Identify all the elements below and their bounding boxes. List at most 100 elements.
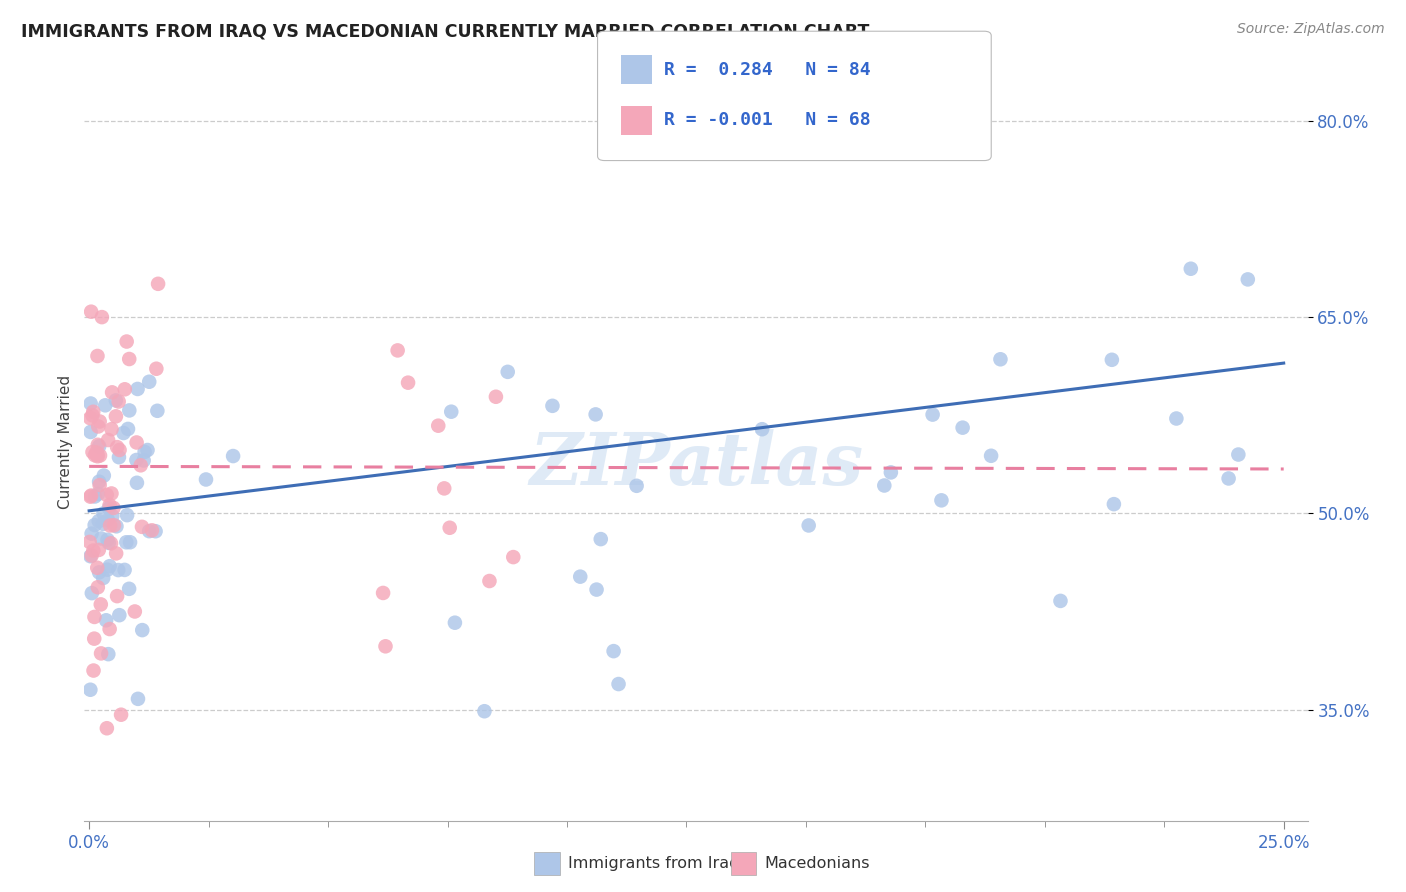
Point bbox=[387, 343, 409, 358]
Point bbox=[585, 582, 607, 597]
Point bbox=[146, 277, 169, 291]
Point bbox=[80, 304, 103, 318]
Point bbox=[89, 415, 111, 429]
Point bbox=[97, 536, 120, 550]
Point bbox=[80, 526, 103, 541]
Point bbox=[89, 449, 111, 463]
Point bbox=[82, 543, 104, 558]
Point bbox=[980, 449, 1002, 463]
Point bbox=[83, 610, 105, 624]
Point bbox=[82, 405, 104, 419]
Point bbox=[93, 468, 115, 483]
Text: R = -0.001   N = 68: R = -0.001 N = 68 bbox=[664, 112, 870, 129]
Point bbox=[141, 524, 163, 538]
Point bbox=[478, 574, 501, 588]
Point bbox=[496, 365, 519, 379]
Point bbox=[90, 310, 112, 325]
Point bbox=[115, 508, 138, 523]
Point bbox=[86, 561, 108, 575]
Point bbox=[374, 640, 396, 654]
Point bbox=[112, 425, 135, 440]
Point bbox=[105, 519, 128, 533]
Text: ZIPatlas: ZIPatlas bbox=[529, 429, 863, 500]
Point bbox=[79, 411, 101, 425]
Point bbox=[97, 513, 120, 527]
Point bbox=[80, 586, 103, 600]
Point bbox=[107, 394, 129, 409]
Point bbox=[589, 532, 612, 546]
Text: Macedonians: Macedonians bbox=[765, 856, 870, 871]
Point bbox=[79, 535, 101, 549]
Point bbox=[97, 433, 120, 447]
Point bbox=[502, 550, 524, 565]
Point bbox=[138, 524, 160, 538]
Point bbox=[80, 489, 103, 503]
Point bbox=[921, 408, 943, 422]
Point bbox=[444, 615, 467, 630]
Point bbox=[93, 507, 115, 521]
Point bbox=[115, 334, 138, 349]
Point bbox=[87, 487, 110, 501]
Point bbox=[952, 420, 974, 434]
Point bbox=[873, 478, 896, 492]
Point bbox=[118, 403, 141, 417]
Point bbox=[195, 473, 218, 487]
Point bbox=[1101, 352, 1123, 367]
Point bbox=[90, 647, 112, 661]
Point bbox=[127, 691, 149, 706]
Point bbox=[117, 422, 139, 436]
Point bbox=[104, 393, 127, 408]
Point bbox=[89, 478, 111, 492]
Point bbox=[131, 623, 153, 637]
Point bbox=[87, 475, 110, 489]
Point bbox=[485, 390, 508, 404]
Point bbox=[79, 425, 101, 439]
Point bbox=[146, 404, 169, 418]
Point bbox=[83, 664, 105, 678]
Point bbox=[91, 571, 114, 585]
Point bbox=[103, 518, 125, 533]
Point bbox=[79, 549, 101, 564]
Point bbox=[1180, 261, 1202, 276]
Point bbox=[86, 349, 108, 363]
Point bbox=[86, 448, 108, 462]
Point bbox=[105, 440, 128, 454]
Point bbox=[1218, 471, 1240, 485]
Point bbox=[108, 450, 131, 465]
Point bbox=[118, 351, 141, 366]
Point bbox=[96, 488, 118, 502]
Point bbox=[125, 435, 148, 450]
Point bbox=[96, 721, 118, 735]
Point bbox=[114, 382, 136, 396]
Point bbox=[1049, 594, 1071, 608]
Point bbox=[222, 449, 245, 463]
Point bbox=[541, 399, 564, 413]
Point bbox=[1227, 448, 1250, 462]
Point bbox=[98, 559, 121, 574]
Text: R =  0.284   N = 84: R = 0.284 N = 84 bbox=[664, 61, 870, 78]
Point bbox=[931, 493, 953, 508]
Point bbox=[79, 682, 101, 697]
Point bbox=[86, 445, 108, 459]
Point bbox=[103, 500, 125, 515]
Point bbox=[80, 549, 103, 563]
Point bbox=[371, 586, 394, 600]
Point bbox=[396, 376, 419, 390]
Point bbox=[101, 385, 124, 400]
Point bbox=[90, 598, 112, 612]
Point bbox=[129, 458, 152, 473]
Point bbox=[79, 396, 101, 410]
Point bbox=[751, 422, 773, 436]
Point bbox=[89, 439, 111, 453]
Point bbox=[433, 482, 456, 496]
Point bbox=[797, 518, 820, 533]
Text: Source: ZipAtlas.com: Source: ZipAtlas.com bbox=[1237, 22, 1385, 37]
Point bbox=[132, 453, 155, 467]
Point bbox=[439, 521, 461, 535]
Text: IMMIGRANTS FROM IRAQ VS MACEDONIAN CURRENTLY MARRIED CORRELATION CHART: IMMIGRANTS FROM IRAQ VS MACEDONIAN CURRE… bbox=[21, 22, 869, 40]
Point bbox=[585, 408, 607, 422]
Point bbox=[569, 569, 592, 583]
Point bbox=[127, 382, 149, 396]
Point bbox=[626, 479, 648, 493]
Point bbox=[108, 442, 131, 457]
